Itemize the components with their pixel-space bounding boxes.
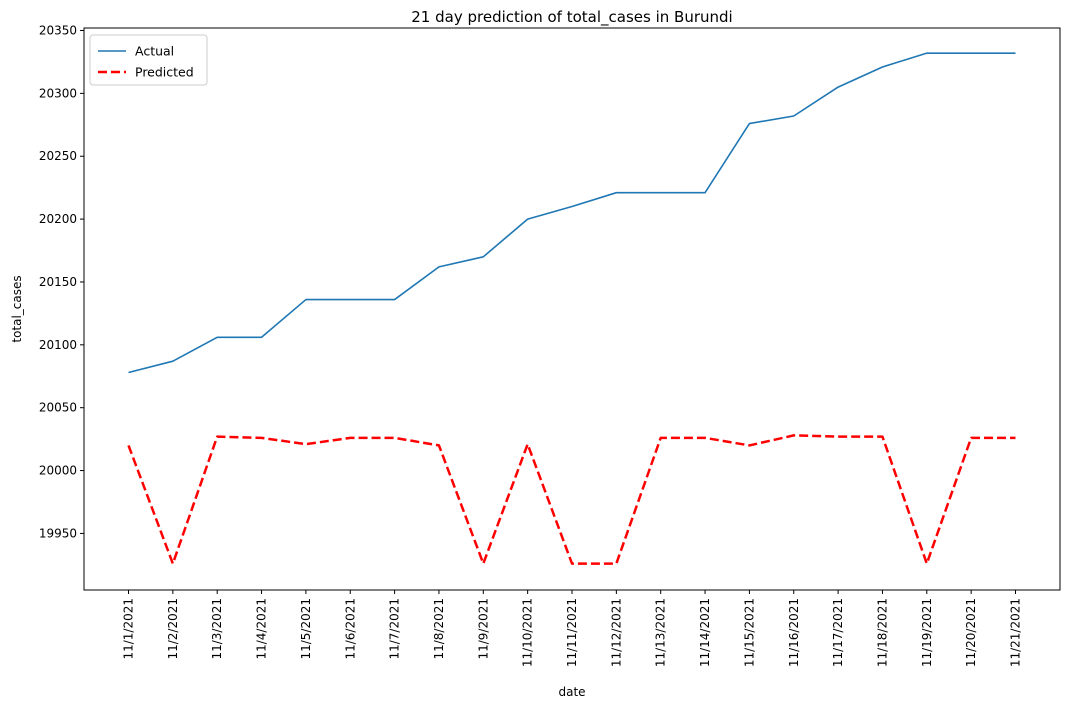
x-tick-label: 11/7/2021 xyxy=(388,598,402,660)
x-axis: 11/1/2021 11/2/2021 11/3/2021 11/4/2021 11/5… xyxy=(122,590,1023,667)
x-tick-label: 11/11/2021 xyxy=(565,598,579,667)
y-tick-label: 20050 xyxy=(39,401,77,415)
y-tick-label: 20350 xyxy=(39,24,77,38)
y-tick-label: 20250 xyxy=(39,149,77,163)
x-tick-label: 11/21/2021 xyxy=(1009,598,1023,667)
x-tick-label: 11/10/2021 xyxy=(521,598,535,667)
series-line-predicted xyxy=(127,434,1016,565)
chart-title: 21 day prediction of total_cases in Buru… xyxy=(411,8,732,27)
x-tick-label: 11/4/2021 xyxy=(255,598,269,660)
x-tick-label: 11/20/2021 xyxy=(964,598,978,667)
y-tick-label: 20100 xyxy=(39,338,77,352)
x-tick-label: 11/16/2021 xyxy=(787,598,801,667)
legend-label-actual: Actual xyxy=(135,44,174,59)
x-tick-label: 11/12/2021 xyxy=(609,598,623,667)
y-axis: 19950 20000 20050 20100 20150 20200 20250 20300… xyxy=(39,24,84,540)
x-tick-label: 11/2/2021 xyxy=(166,598,180,660)
x-tick-label: 11/9/2021 xyxy=(476,598,490,660)
x-tick-label: 11/6/2021 xyxy=(343,598,357,660)
y-tick-label: 20300 xyxy=(39,86,77,100)
x-tick-label: 11/18/2021 xyxy=(875,598,889,667)
legend-label-predicted: Predicted xyxy=(135,65,194,80)
x-tick-label: 11/19/2021 xyxy=(920,598,934,667)
x-tick-label: 11/8/2021 xyxy=(432,598,446,660)
x-tick-label: 11/5/2021 xyxy=(299,598,313,660)
series-line-actual xyxy=(128,52,1016,374)
y-axis-label: total_cases xyxy=(10,275,24,342)
y-tick-label: 20000 xyxy=(39,464,77,478)
plot-frame xyxy=(83,27,1061,591)
y-tick-label: 20150 xyxy=(39,275,77,289)
x-tick-label: 11/17/2021 xyxy=(831,598,845,667)
x-tick-label: 11/15/2021 xyxy=(742,598,756,667)
x-tick-label: 11/3/2021 xyxy=(210,598,224,660)
x-axis-label: date xyxy=(558,685,585,699)
x-tick-label: 11/13/2021 xyxy=(654,598,668,667)
x-tick-label: 11/1/2021 xyxy=(122,598,136,660)
legend: Actual Predicted xyxy=(89,34,208,86)
y-tick-label: 20200 xyxy=(39,212,77,226)
x-tick-label: 11/14/2021 xyxy=(698,598,712,667)
y-tick-label: 19950 xyxy=(39,526,77,540)
